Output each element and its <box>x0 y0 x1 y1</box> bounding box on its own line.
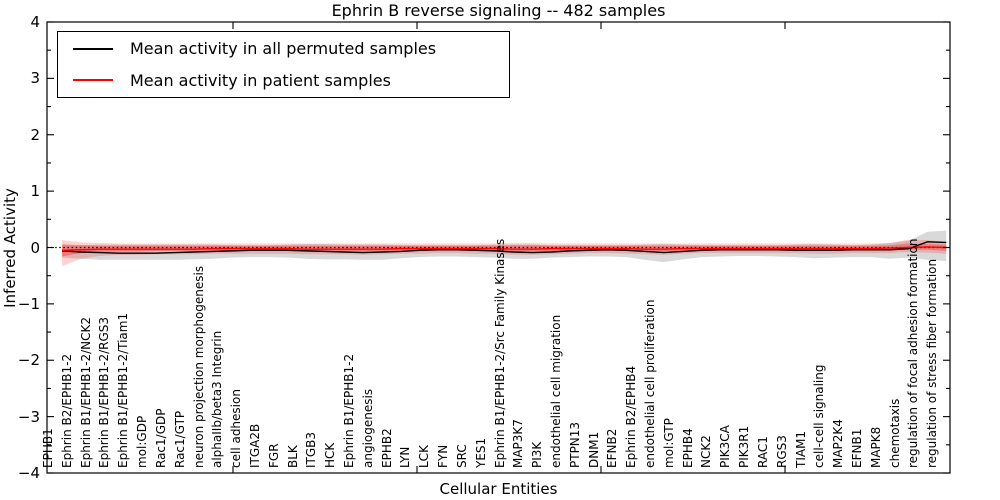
permuted-std-band <box>62 230 947 263</box>
x-category-label: angiogenesis <box>360 388 375 468</box>
x-category-label: endothelial cell proliferation <box>643 299 658 468</box>
y-tick-label: 3 <box>30 69 40 88</box>
x-category-label: YES1 <box>473 437 488 468</box>
x-category-label: endothelial cell migration <box>548 314 563 468</box>
patient-outer-band <box>62 239 947 267</box>
y-tick-label: −4 <box>17 464 40 482</box>
x-category-label: Ephrin B2/EPHB4 <box>624 365 639 468</box>
x-category-label: FGR <box>266 443 281 468</box>
x-category-label: regulation of stress fiber formation <box>925 258 940 468</box>
x-category-label: cell adhesion <box>229 389 244 468</box>
x-category-label: FYN <box>436 444 451 468</box>
x-category-label: mol:GTP <box>661 418 676 468</box>
y-tick-label: 2 <box>30 125 40 144</box>
x-category-label: MAP3K7 <box>511 419 526 468</box>
patient-mean-line <box>62 246 947 252</box>
x-category-label: Ephrin B1/EPHB1-2/NCK2 <box>78 317 93 468</box>
x-category-label: TIAM1 <box>793 430 808 468</box>
x-category-label: SRC <box>454 444 469 468</box>
x-category-label: alphaIIb/beta3 Integrin <box>210 330 225 468</box>
y-tick-label: 1 <box>30 182 40 201</box>
x-category-label: MAP2K4 <box>831 419 846 468</box>
y-tick-label: 4 <box>30 13 40 31</box>
x-category-label: EPHB1 <box>41 428 56 468</box>
x-category-label: PIK3R1 <box>737 425 752 468</box>
x-category-label: Rac1/GTP <box>172 410 187 468</box>
y-tick-label: −3 <box>17 407 40 426</box>
x-category-label: EFNB2 <box>605 428 620 468</box>
permuted-mean-line <box>62 241 947 254</box>
x-category-label: ITGB3 <box>304 431 319 468</box>
x-category-label: mol:GDP <box>135 415 150 468</box>
x-category-label: DNM1 <box>586 431 601 468</box>
y-tick-label: −1 <box>17 294 40 313</box>
legend-entry-patient: Mean activity in patient samples <box>58 65 509 95</box>
axis-ticks <box>47 21 950 474</box>
y-tick-label: 0 <box>30 238 40 257</box>
legend-label: Mean activity in patient samples <box>130 70 391 90</box>
x-category-label: Ephrin B1/EPHB1-2/Src Family Kinases <box>492 238 507 468</box>
legend-line-sample-black <box>73 47 113 50</box>
legend-label: Mean activity in all permuted samples <box>130 39 437 59</box>
x-category-label: Ephrin B1/EPHB1-2/RGS3 <box>97 316 112 468</box>
x-category-label: neuron projection morphogenesis <box>191 265 206 468</box>
x-category-label: RGS3 <box>774 435 789 468</box>
patient-inner-band <box>62 243 947 257</box>
x-category-label: PIK3CA <box>718 425 733 468</box>
x-category-label: HCK <box>323 442 338 468</box>
legend-line-sample-red <box>73 79 113 82</box>
x-category-label: LCK <box>417 445 432 468</box>
x-category-label: MAPK8 <box>868 426 883 468</box>
x-category-label: RAC1 <box>755 436 770 468</box>
x-category-label: chemotaxis <box>887 398 902 468</box>
legend: Mean activity in all permuted samples Me… <box>57 31 510 98</box>
x-category-label: LYN <box>398 446 413 468</box>
x-category-label: Ephrin B1/EPHB1-2/Tiam1 <box>116 312 131 468</box>
x-axis-title: Cellular Entities <box>439 480 558 498</box>
x-category-label: regulation of focal adhesion formation <box>906 238 921 468</box>
chart-title: Ephrin B reverse signaling -- 482 sample… <box>331 1 666 20</box>
x-category-label: BLK <box>285 445 300 468</box>
x-category-label: NCK2 <box>699 435 714 468</box>
x-category-label: PI3K <box>530 441 545 468</box>
x-category-label: ITGA2B <box>247 423 262 468</box>
x-category-label: EFNB1 <box>849 428 864 468</box>
x-category-label: PTPN13 <box>567 421 582 468</box>
x-category-label: EPHB4 <box>680 428 695 468</box>
x-category-label: Rac1/GDP <box>153 408 168 468</box>
y-tick-label: −2 <box>17 351 40 370</box>
x-category-label: cell-cell signaling <box>812 364 827 469</box>
x-category-label: Ephrin B2/EPHB1-2 <box>59 353 74 468</box>
x-category-label: EPHB2 <box>379 428 394 468</box>
x-category-label: Ephrin B1/EPHB1-2 <box>342 353 357 468</box>
legend-entry-permuted: Mean activity in all permuted samples <box>58 34 509 64</box>
